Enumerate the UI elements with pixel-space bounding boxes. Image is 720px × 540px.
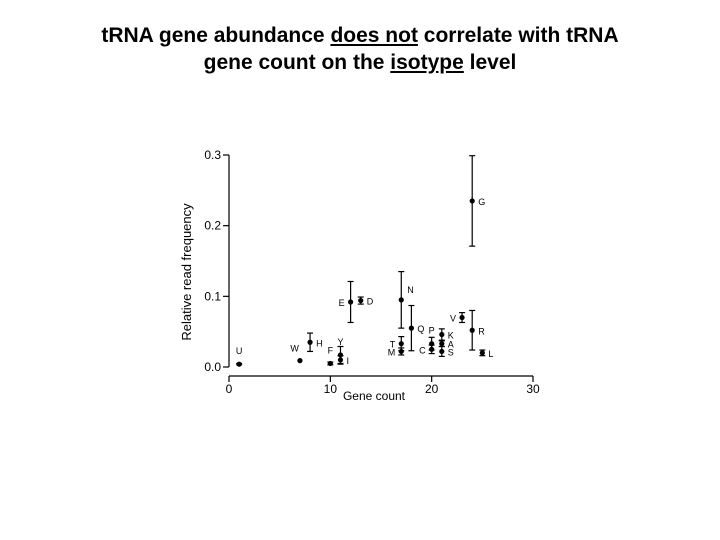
data-point-Q bbox=[408, 325, 414, 331]
data-point-H bbox=[307, 339, 313, 345]
x-axis-label: Gene count bbox=[343, 389, 406, 403]
point-label-C: C bbox=[419, 345, 426, 355]
slide-title: tRNA gene abundance does not correlate w… bbox=[0, 22, 720, 76]
point-label-I: I bbox=[346, 356, 349, 366]
y-tick-label: 0.2 bbox=[204, 219, 221, 233]
point-label-S: S bbox=[448, 347, 454, 357]
title-emphasis-isotype: isotype bbox=[390, 51, 464, 74]
data-point-D bbox=[358, 297, 364, 304]
data-point-E bbox=[348, 299, 354, 305]
data-point-I bbox=[337, 357, 344, 363]
title-text: tRNA gene abundance bbox=[101, 24, 331, 47]
point-label-W: W bbox=[290, 344, 299, 354]
x-tick-label: 10 bbox=[324, 382, 338, 396]
data-point-W bbox=[297, 358, 303, 364]
title-emphasis-does-not: does not bbox=[330, 24, 418, 47]
point-label-F: F bbox=[328, 345, 334, 355]
data-point-A bbox=[439, 341, 445, 347]
data-point-C bbox=[429, 346, 435, 352]
y-tick-label: 0.0 bbox=[204, 360, 221, 374]
point-label-D: D bbox=[367, 297, 374, 307]
point-label-H: H bbox=[316, 338, 323, 348]
data-point-T bbox=[398, 341, 404, 347]
x-tick-label: 0 bbox=[226, 382, 233, 396]
point-label-Q: Q bbox=[417, 324, 424, 334]
point-label-M: M bbox=[388, 347, 396, 357]
point-label-K: K bbox=[448, 330, 454, 340]
point-label-V: V bbox=[450, 314, 456, 324]
data-point-F bbox=[327, 360, 333, 367]
y-tick-label: 0.3 bbox=[204, 148, 221, 162]
data-point-R bbox=[469, 327, 475, 333]
point-label-A: A bbox=[448, 340, 454, 350]
point-label-U: U bbox=[236, 346, 243, 356]
point-label-Y: Y bbox=[337, 337, 343, 347]
point-label-N: N bbox=[407, 285, 414, 295]
title-line-2: gene count on the isotype level bbox=[0, 49, 720, 76]
chart-axes: 0.0 0.1 0.2 0.3 0 10 20 30 bbox=[204, 148, 540, 396]
data-point-L bbox=[479, 350, 485, 356]
point-label-E: E bbox=[339, 298, 345, 308]
data-point-Y bbox=[337, 352, 344, 358]
point-label-G: G bbox=[478, 197, 485, 207]
title-text: gene count on the bbox=[203, 51, 391, 74]
data-point-P bbox=[429, 341, 435, 347]
point-label-T: T bbox=[390, 340, 396, 350]
point-label-R: R bbox=[478, 326, 485, 336]
data-point-N bbox=[398, 297, 404, 303]
point-label-L: L bbox=[488, 349, 493, 359]
data-point-K bbox=[439, 331, 445, 338]
data-point-U bbox=[236, 361, 242, 367]
x-tick-label: 20 bbox=[425, 382, 439, 396]
data-point-G bbox=[469, 198, 475, 204]
data-point-V bbox=[459, 314, 465, 321]
title-text: correlate with tRNA bbox=[417, 24, 619, 47]
data-point-S bbox=[439, 348, 445, 355]
data-points bbox=[236, 198, 485, 367]
x-tick-label: 30 bbox=[526, 382, 540, 396]
y-tick-label: 0.1 bbox=[204, 289, 221, 303]
data-point-M bbox=[398, 348, 404, 355]
title-text: level bbox=[463, 51, 517, 74]
title-line-1: tRNA gene abundance does not correlate w… bbox=[0, 22, 720, 49]
y-axis-label: Relative read frequency bbox=[179, 203, 194, 341]
point-label-P: P bbox=[429, 326, 435, 336]
